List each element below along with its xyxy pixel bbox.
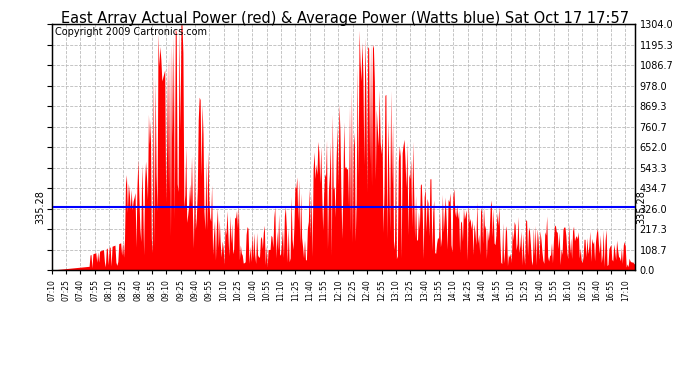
Text: 335.28: 335.28 <box>636 190 646 224</box>
Text: 335.28: 335.28 <box>35 190 45 224</box>
Text: Copyright 2009 Cartronics.com: Copyright 2009 Cartronics.com <box>55 27 207 37</box>
Text: East Array Actual Power (red) & Average Power (Watts blue) Sat Oct 17 17:57: East Array Actual Power (red) & Average … <box>61 11 629 26</box>
